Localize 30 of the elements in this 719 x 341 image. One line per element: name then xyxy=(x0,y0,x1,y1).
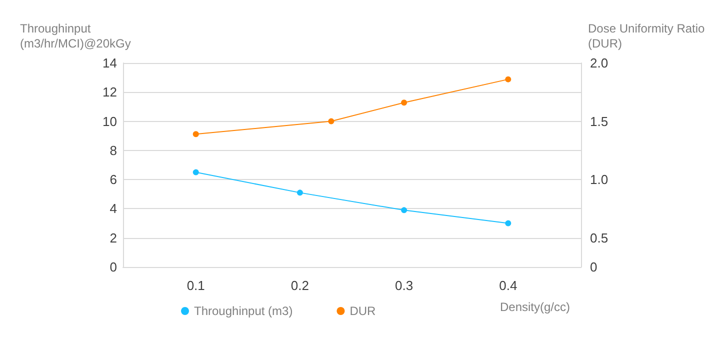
y-tick-label: 0 xyxy=(110,260,117,274)
point xyxy=(505,220,512,226)
x-tick-label: 0.3 xyxy=(395,278,414,293)
y-tick-label: 12 xyxy=(102,84,117,100)
y2-tick-label: 0.5 xyxy=(590,230,608,246)
x-tick-label: 0.2 xyxy=(290,278,309,293)
x-tick-label: 0.1 xyxy=(186,278,205,293)
y2-axis-title: Dose Uniformity Ratio (DUR) xyxy=(588,22,706,50)
point xyxy=(505,76,512,82)
point xyxy=(401,207,408,214)
y-tick-label: 8 xyxy=(110,142,117,158)
y2-tick-label: 0 xyxy=(590,260,598,274)
y2-tick-label: 1.5 xyxy=(590,114,608,129)
y-tick-label: 4 xyxy=(110,201,117,216)
legend-label: DUR xyxy=(350,304,376,318)
y2-tick-label: 1.0 xyxy=(590,172,608,188)
y-axis-title: Throughinput (m3/hr/MCI)@20kGy xyxy=(20,22,131,50)
x-tick-label: 0.4 xyxy=(499,278,518,293)
point xyxy=(192,169,199,176)
y2-tick-label: 2.0 xyxy=(590,56,608,70)
point xyxy=(192,131,199,138)
legend-label: Throughinput (m3) xyxy=(194,304,293,318)
y-tick-label: 14 xyxy=(102,56,117,70)
y-tick-label: 2 xyxy=(110,230,117,246)
y-tick-label: 6 xyxy=(110,172,117,188)
point xyxy=(328,118,334,124)
point xyxy=(401,100,408,106)
y-tick-label: 10 xyxy=(102,114,117,129)
point xyxy=(296,190,303,196)
x-axis-title: Density(g/cc) xyxy=(500,300,570,314)
